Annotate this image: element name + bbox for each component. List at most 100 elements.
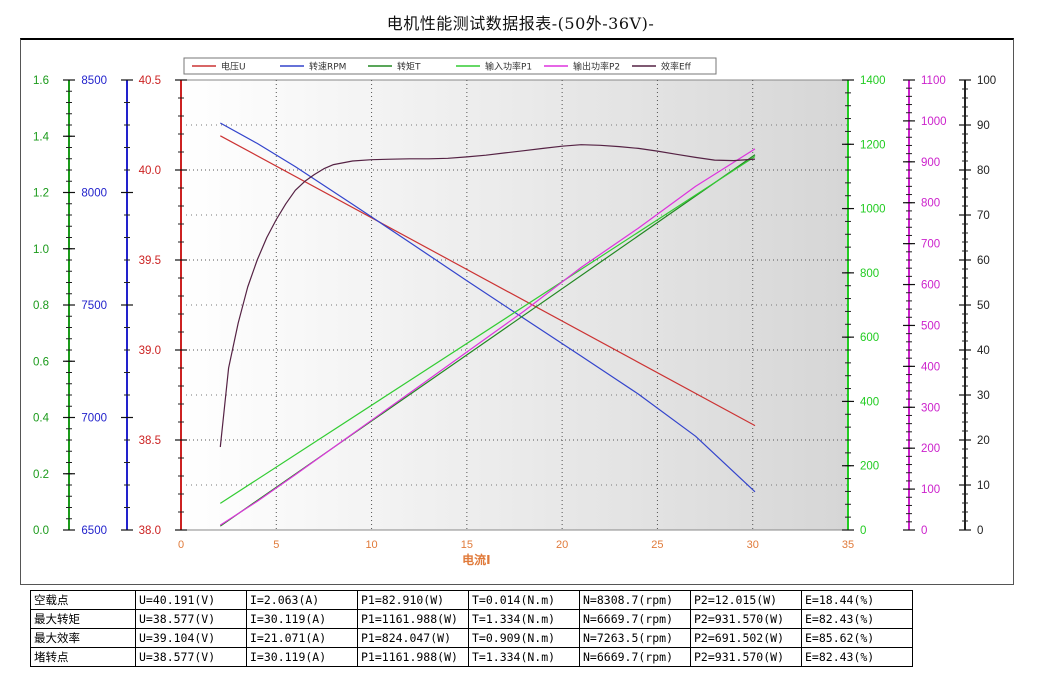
y-tick-label-U: 39.0: [139, 345, 161, 357]
y-tick-label-P1: 1000: [860, 204, 886, 216]
y-tick-label-Eff: 70: [977, 210, 990, 222]
y-tick-label-P2: 900: [921, 157, 940, 169]
table-cell: I=30.119(A): [246, 609, 358, 629]
legend-label: 电压U: [221, 61, 246, 73]
x-tick-label: 25: [651, 539, 663, 551]
y-tick-label-Eff: 50: [977, 300, 990, 312]
table-cell: T=1.334(N.m): [468, 609, 580, 629]
x-tick-label: 5: [273, 539, 279, 551]
y-tick-label-P2: 500: [921, 320, 940, 332]
legend-label: 转速RPM: [309, 61, 346, 73]
y-tick-label-P1: 0: [860, 525, 866, 537]
y-tick-label-T: 1.2: [33, 188, 49, 200]
table-cell: N=7263.5(rpm): [579, 628, 691, 648]
y-tick-label-P2: 1000: [921, 116, 947, 128]
table-cell: U=39.104(V): [135, 628, 247, 648]
y-tick-label-T: 0.0: [33, 525, 49, 537]
series-line-P1: [219, 155, 756, 504]
table-row: 最大转矩 U=38.577(V) I=30.119(A) P1=1161.988(W)…: [30, 609, 913, 629]
y-tick-label-U: 38.0: [139, 525, 161, 537]
table-cell: I=2.063(A): [246, 590, 358, 610]
table-row-header: 堵转点: [30, 647, 136, 667]
x-tick-label: 20: [556, 539, 568, 551]
table-cell: P1=82.910(W): [357, 590, 469, 610]
y-tick-label-P2: 700: [921, 239, 940, 251]
y-tick-label-P2: 800: [921, 198, 940, 210]
table-cell: P2=12.015(W): [690, 590, 802, 610]
y-tick-label-Eff: 80: [977, 165, 990, 177]
y-tick-label-P2: 400: [921, 361, 940, 373]
y-tick-label-RPM: 8000: [81, 188, 107, 200]
y-tick-label-P1: 200: [860, 461, 879, 473]
y-tick-label-Eff: 0: [977, 525, 983, 537]
y-tick-label-T: 1.4: [33, 131, 50, 143]
y-tick-label-T: 0.2: [33, 469, 49, 481]
x-tick-label: 35: [842, 539, 854, 551]
table-cell: N=8308.7(rpm): [579, 590, 691, 610]
y-tick-label-P1: 1400: [860, 75, 886, 87]
y-tick-label-P1: 1200: [860, 139, 886, 151]
table-cell: N=6669.7(rpm): [579, 609, 691, 629]
y-tick-label-Eff: 10: [977, 480, 990, 492]
y-tick-label-P1: 400: [860, 396, 879, 408]
y-tick-label-P1: 800: [860, 268, 879, 280]
y-tick-label-RPM: 8500: [81, 75, 107, 87]
table-cell: P1=824.047(W): [357, 628, 469, 648]
y-tick-label-RPM: 7000: [81, 413, 107, 425]
y-tick-label-P1: 600: [860, 332, 879, 344]
performance-chart: 0 5 10 15 20 25 30 35 电流I 0.0 0.2 0.4 0.6 0.8 1.0 1.2 1.…: [33, 57, 996, 567]
table-cell: U=38.577(V): [135, 609, 247, 629]
table-cell: T=1.334(N.m): [468, 647, 580, 667]
y-tick-label-U: 40.0: [139, 165, 161, 177]
y-tick-label-P2: 100: [921, 484, 940, 496]
y-tick-label-T: 0.4: [33, 413, 50, 425]
table-cell: P2=691.502(W): [690, 628, 802, 648]
table-cell: E=82.43(%): [801, 647, 913, 667]
y-tick-label-P2: 200: [921, 443, 940, 455]
series-line-P2: [219, 148, 756, 526]
y-tick-label-P2: 600: [921, 280, 940, 292]
y-tick-label-Eff: 90: [977, 120, 990, 132]
x-tick-label: 15: [461, 539, 473, 551]
series-line-U: [220, 135, 756, 427]
chart-frame: 0 5 10 15 20 25 30 35 电流I 0.0 0.2 0.4 0.6 0.8 1.0 1.2 1.…: [20, 38, 1014, 585]
y-tick-label-T: 1.0: [33, 244, 49, 256]
legend-label: 输入功率P1: [485, 61, 532, 73]
table-cell: P1=1161.988(W): [357, 609, 469, 629]
legend-label: 输出功率P2: [573, 61, 620, 73]
series-line-RPM: [220, 122, 756, 493]
y-tick-label-U: 39.5: [139, 255, 161, 267]
y-tick-label-Eff: 40: [977, 345, 990, 357]
y-tick-label-T: 0.6: [33, 356, 49, 368]
y-tick-label-Eff: 30: [977, 390, 990, 402]
table-cell: E=82.43(%): [801, 609, 913, 629]
table-row-header: 最大转矩: [30, 609, 136, 629]
y-tick-label-P2: 0: [921, 525, 927, 537]
x-axis-label: 电流I: [462, 552, 490, 567]
y-tick-label-U: 40.5: [139, 75, 161, 87]
legend-label: 效率Eff: [661, 61, 692, 73]
y-tick-label-RPM: 6500: [81, 525, 107, 537]
table-cell: P2=931.570(W): [690, 609, 802, 629]
table-cell: N=6669.7(rpm): [579, 647, 691, 667]
x-tick-label: 0: [178, 539, 184, 551]
y-tick-label-Eff: 20: [977, 435, 990, 447]
y-tick-label-P2: 300: [921, 402, 940, 414]
y-tick-label-RPM: 7500: [81, 300, 107, 312]
table-row: 空载点 U=40.191(V) I=2.063(A) P1=82.910(W) T=0.…: [30, 590, 913, 610]
x-tick-label: 30: [747, 539, 759, 551]
table-row-header: 最大效率: [30, 628, 136, 648]
table-row: 最大效率 U=39.104(V) I=21.071(A) P1=824.047(W) T…: [30, 628, 913, 648]
table-row: 堵转点 U=38.577(V) I=30.119(A) P1=1161.988(W) T…: [30, 647, 913, 667]
table-cell: I=30.119(A): [246, 647, 358, 667]
legend-label: 转矩T: [397, 61, 421, 73]
legend-box: [183, 57, 717, 75]
summary-table: 空载点 U=40.191(V) I=2.063(A) P1=82.910(W) T=0.…: [30, 590, 913, 667]
table-cell: P2=931.570(W): [690, 647, 802, 667]
table-cell: E=18.44(%): [801, 590, 913, 610]
y-tick-label-Eff: 60: [977, 255, 990, 267]
table-cell: T=0.014(N.m): [468, 590, 580, 610]
y-tick-label-T: 1.6: [33, 75, 49, 87]
x-tick-label: 10: [365, 539, 377, 551]
y-tick-label-T: 0.8: [33, 300, 49, 312]
